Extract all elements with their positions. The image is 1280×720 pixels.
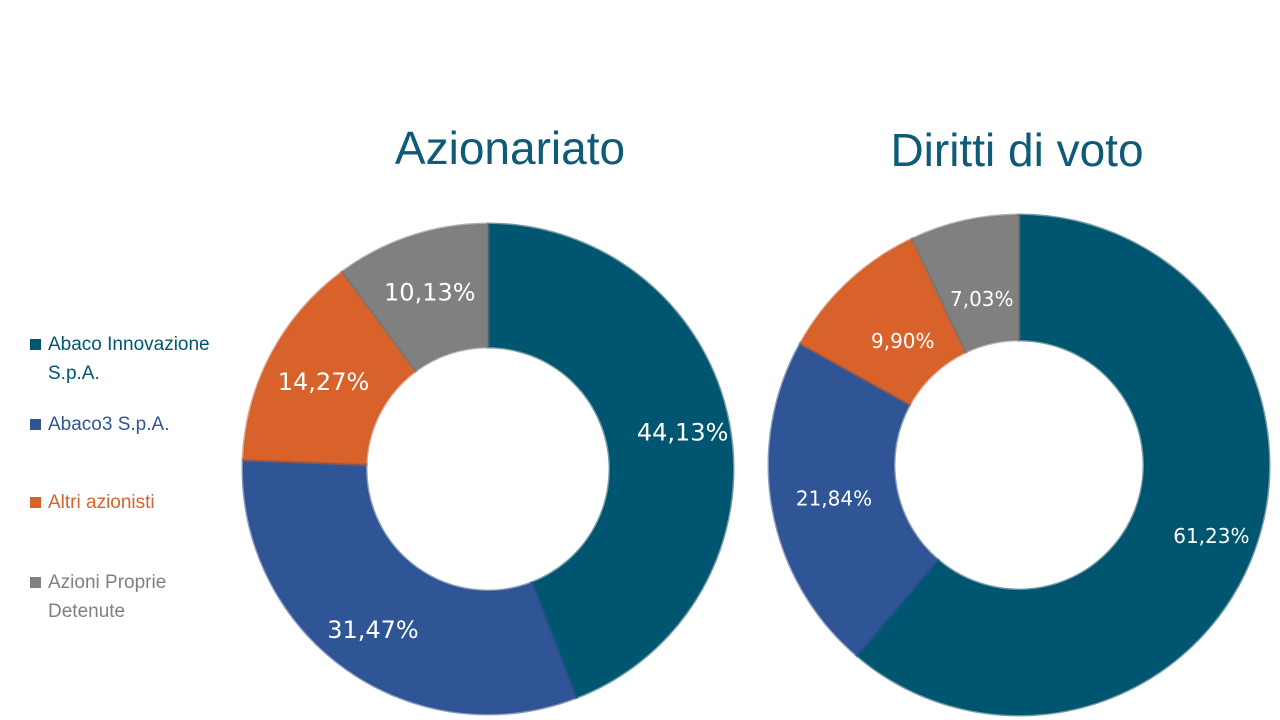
legend-swatch: [30, 577, 41, 588]
legend-label: Azioni Proprie Detenute: [48, 572, 167, 622]
donut-slice-edge-altri-azionisti: [242, 270, 417, 466]
data-label-abaco-innovazione: 61,23%: [1173, 524, 1249, 548]
legend-item-azioni-proprie: Azioni Proprie Detenute: [30, 568, 238, 626]
data-label-abaco3: 21,84%: [796, 486, 872, 510]
legend-item-abaco-innovazione: Abaco Innovazione S.p.A.: [30, 330, 238, 388]
chart-title-diritti-di-voto: Diritti di voto: [890, 124, 1143, 176]
data-label-abaco-innovazione: 44,13%: [637, 419, 729, 447]
donut-diritti-di-voto: 61,23% 21,84% 9,90% 7,03%: [767, 213, 1271, 717]
donut-slice-edge-abaco3: [768, 342, 940, 657]
data-label-azioni-proprie: 7,03%: [950, 287, 1014, 311]
legend-swatch: [30, 419, 41, 430]
legend-item-altri-azionisti: Altri azionisti: [30, 488, 238, 517]
data-label-altri-azionisti: 14,27%: [278, 368, 370, 396]
chart-title-azionariato: Azionariato: [395, 122, 625, 174]
legend-item-abaco3: Abaco3 S.p.A.: [30, 410, 238, 439]
legend-swatch: [30, 497, 41, 508]
donut-slice-edge-abaco3: [242, 458, 578, 715]
data-label-azioni-proprie: 10,13%: [384, 278, 476, 306]
donut-slice-abaco3: [241, 458, 579, 716]
data-label-abaco3: 31,47%: [327, 616, 419, 644]
donut-slice-edge-azioni-proprie: [910, 213, 1020, 354]
data-label-altri-azionisti: 9,90%: [871, 329, 935, 353]
donut-slice-edge-abaco-innovazione: [487, 222, 734, 699]
legend-label: Abaco Innovazione S.p.A.: [48, 334, 210, 384]
donut-slice-edge-azioni-proprie: [340, 222, 489, 373]
legend-swatch: [30, 339, 41, 350]
donut-slice-edge-abaco-innovazione: [855, 213, 1270, 716]
legend-label: Abaco3 S.p.A.: [48, 414, 170, 435]
donut-azionariato: 44,13% 31,47% 14,27% 10,13%: [241, 222, 735, 716]
legend-label: Altri azionisti: [48, 492, 155, 513]
